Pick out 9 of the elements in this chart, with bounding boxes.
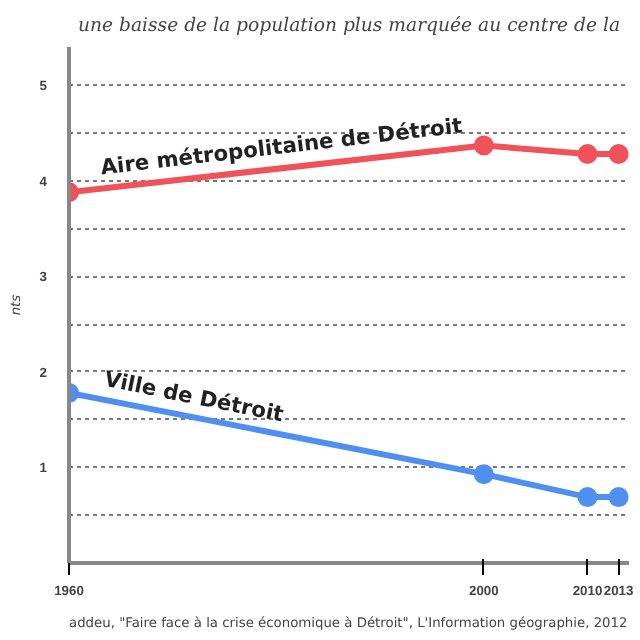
chart-title: une baisse de la population plus marquée au centre de la [77,15,621,37]
point [577,487,598,508]
point [608,144,629,164]
text: Ville de Détroit [102,365,286,428]
point [473,464,494,485]
point [577,144,598,164]
point [608,487,629,508]
point [473,135,494,156]
text: Aire métropolitaine de Détroit [99,112,464,181]
